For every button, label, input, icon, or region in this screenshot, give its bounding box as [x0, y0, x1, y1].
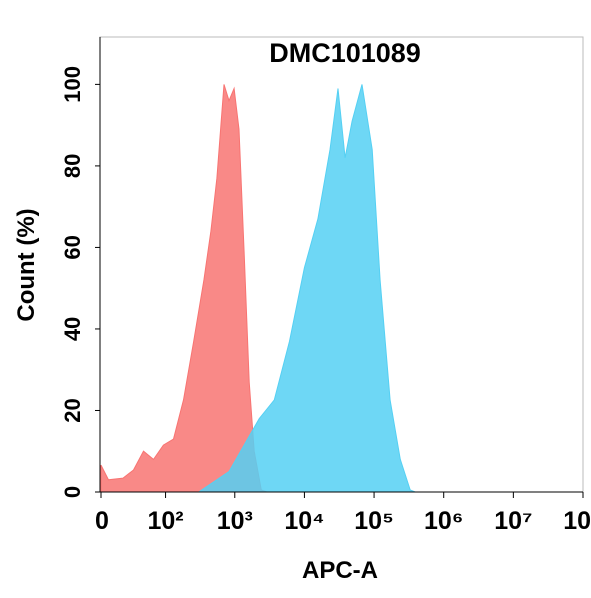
y-axis-label: Count (%) [13, 208, 40, 321]
y-tick-label: 80 [60, 154, 85, 178]
x-axis-label: APC-A [302, 557, 378, 584]
x-tick-label: 10² [147, 507, 183, 535]
x-tick-label: 10⁷ [494, 507, 532, 535]
y-tick-label: 100 [60, 66, 85, 103]
histogram-area [197, 84, 416, 493]
chart-title: DMC101089 [269, 38, 421, 68]
x-tick-label: 10⁴ [284, 507, 324, 535]
y-tick-label: 40 [60, 317, 85, 341]
x-tick-label: 10³ [217, 507, 253, 535]
histogram-area [100, 84, 268, 493]
y-tick-label: 60 [60, 235, 85, 259]
x-tick-label: 0 [95, 507, 109, 535]
x-tick-label: 10⁵ [354, 507, 394, 535]
x-tick-label: 10⁸ [563, 507, 591, 535]
x-tick-label: 10⁶ [424, 507, 463, 535]
y-tick-label: 0 [60, 486, 85, 498]
y-tick-label: 20 [60, 398, 85, 422]
